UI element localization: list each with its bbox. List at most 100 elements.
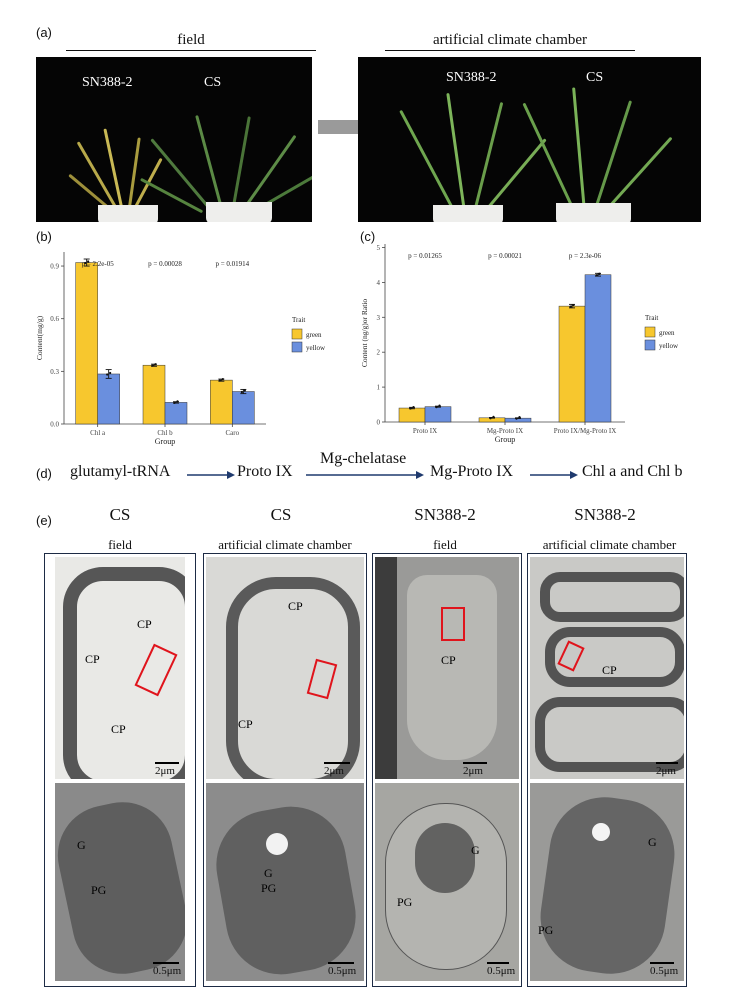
x-tick-label: Proto IX [413,427,437,435]
pathway-step-mg-proto-ix: Mg-Proto IX [430,463,514,480]
scale-bar: 2μm [463,762,487,777]
col-genotype-2: CS [270,505,292,524]
p-value-label: p = 2.3e-06 [569,252,602,260]
panel-label-d: (d) [36,466,52,481]
pathway-step-proto-ix: Proto IX [237,463,293,480]
bar-green [558,305,586,423]
legend-swatch-green [291,328,303,340]
y-tick-label: 0 [377,419,381,427]
panel-label-b: (b) [36,229,52,244]
chamber-plant-photo: SN388-2 CS [358,57,701,222]
y-axis-label: Content(mg/g) [35,315,44,360]
tem-column-cs-chamber: CP CP 2μm G PG 0.5μm [203,553,367,987]
tem-top-image: CP CP CP 2μm [55,557,185,779]
tem-top-image: CP CP 2μm [206,557,364,779]
data-point [218,379,221,382]
col-genotype-3: SN388-2 [414,505,476,524]
data-point [438,404,441,407]
bar-yellow [232,391,255,425]
g-label: G [77,838,86,852]
pg-label: PG [261,881,277,895]
data-point [409,407,412,410]
x-tick-label: Caro [226,429,240,437]
pathway-arrow-icon [530,471,578,479]
legend-swatch-green [644,326,656,338]
y-axis-label: Content (ng/g)or Ratio [360,299,369,368]
y-tick-label: 3 [377,314,381,322]
data-point [173,401,176,405]
col-condition-4: artificial climate chamber [542,537,677,552]
scale-bar: 2μm [155,762,179,777]
tem-column-sn388-chamber: CP 2μm G PG 0.5μm [527,553,687,987]
tem-column-cs-field: CP CP CP 2μm G PG 0.5μm [44,553,196,987]
y-tick-label: 0.3 [50,368,59,376]
y-tick-label: 0.0 [50,421,59,429]
legend-title: Trait [645,314,658,322]
data-point [106,373,109,376]
p-value-label: p = 0.00021 [488,252,522,260]
legend-label-yellow: yellow [659,342,679,350]
legend-label-green: green [659,329,675,337]
pg-label: PG [538,923,554,937]
tem-bottom-image: G PG 0.5μm [375,783,519,981]
panel-a-left-rule [66,50,316,51]
bar-yellow [164,402,188,425]
data-point [518,416,521,419]
data-point [109,371,112,375]
bar-green [398,407,426,423]
y-tick-label: 0.9 [50,263,59,271]
legend-swatch-yellow [644,339,656,351]
data-point [154,363,157,366]
pathway-step-chl: Chl a and Chl b [582,463,683,480]
tem-bottom-image: G PG 0.5μm [55,783,185,981]
cp-label: CP [137,617,152,631]
field-plant-photo: SN388-2 CS [36,57,312,222]
pg-label: PG [91,883,107,897]
p-value-label: p = 0.01914 [215,260,249,268]
panel-label-a: (a) [36,25,52,40]
data-point [240,390,243,394]
bar-yellow [424,406,452,423]
chart-b-svg: 0.0 0.3 0.6 0.9 Content(mg/g) Chl a p = 2.2e-0… [35,252,326,446]
bar-green [210,379,233,425]
photo-label-cs: CS [586,70,604,85]
pathway-arrow-icon [306,471,424,479]
panel-label-c: (c) [360,229,376,244]
zoom-region-box [441,607,465,641]
data-point [176,400,179,403]
photo-label-sn388-2: SN388-2 [446,70,497,85]
x-tick-label: Chl a [90,429,106,437]
panel-a-left-title: field [177,32,205,48]
bar-yellow [584,274,612,423]
p-value-label: p = 0.00028 [148,260,182,268]
x-tick-label: Proto IX/Mg-Proto IX [554,427,617,435]
data-point [489,417,492,420]
panel-a-right-title: artificial climate chamber [432,32,588,48]
data-point [243,389,246,392]
data-point [151,364,154,367]
photo-label-sn388-2: SN388-2 [82,75,133,90]
pathway-arrow-icon [187,471,235,479]
scale-bar: 0.5μm [650,962,678,977]
panel-a-right-rule [385,50,635,51]
bar-green [142,364,166,425]
scale-bar: 0.5μm [487,962,515,977]
col-condition-1: field [108,537,132,552]
scale-bar: 2μm [324,762,350,777]
y-tick-label: 1 [377,384,381,392]
legend-swatch-yellow [291,341,303,353]
data-point [515,417,518,420]
col-condition-3: field [433,537,457,552]
col-genotype-1: CS [109,505,131,524]
data-point [598,272,601,275]
data-point [84,261,87,265]
data-point [87,260,90,263]
tem-top-image: CP 2μm [375,557,519,779]
data-point [412,405,415,409]
g-label: G [264,866,273,880]
col-genotype-4: SN388-2 [574,505,636,524]
cp-label: CP [288,599,303,613]
col-condition-2: artificial climate chamber [218,537,352,552]
cp-label: CP [238,717,253,731]
tem-top-image: CP 2μm [530,557,684,779]
